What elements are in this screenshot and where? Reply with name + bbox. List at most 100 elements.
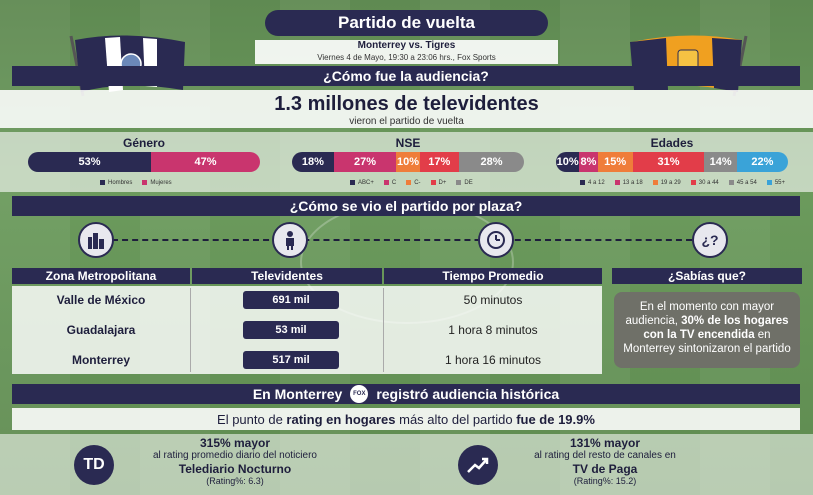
compare-panel xyxy=(0,434,813,495)
fox-logo: FOX xyxy=(350,385,369,403)
legend-swatch xyxy=(383,180,389,185)
nse-legend-item: DE xyxy=(456,180,473,186)
sabias-text-pre: En el momento con mayor audiencia, xyxy=(625,301,775,327)
edades-legend: 4 a 12 13 a 18 19 a 29 30 a 44 45 a 54 55+ xyxy=(580,180,785,186)
sabias-text-post: en Monterrey sintonizaron el partido xyxy=(623,329,791,355)
nse-segment: 17% xyxy=(419,152,459,172)
telediario-logo: TD xyxy=(74,445,114,485)
legend-swatch xyxy=(142,180,148,185)
edades-legend-item: 19 a 29 xyxy=(652,180,681,186)
audience-headline: 1.3 millones de televidentes xyxy=(274,93,539,115)
legend-swatch xyxy=(456,180,462,185)
col-head-tiempo: Tiempo Promedio xyxy=(384,268,602,284)
genero-bar: 53% 47% xyxy=(28,152,260,172)
row-viewers: 53 mil xyxy=(243,321,339,339)
compare-left-big: 315% mayor xyxy=(199,436,271,450)
rating-pre: El punto de xyxy=(217,411,287,427)
person-icon xyxy=(272,222,308,258)
col-head-televidentes: Televidentes xyxy=(192,268,382,284)
sabias-text-bold: 30% de los hogares con la TV encendida xyxy=(643,315,789,341)
audience-subline: vieron el partido de vuelta xyxy=(349,116,464,127)
city-icon xyxy=(78,222,114,258)
row-viewers: 517 mil xyxy=(243,351,339,369)
sabias-box: En el momento con mayor audiencia, 30% d… xyxy=(614,292,800,368)
plaza-banner: ¿Cómo se vio el partido por plaza? xyxy=(12,196,800,216)
row-city: Valle de México xyxy=(56,293,146,307)
nse-legend: ABC+ C C- D+ DE xyxy=(350,180,473,186)
compare-right-name: TV de Paga xyxy=(572,462,638,476)
legend-swatch xyxy=(614,180,620,185)
trend-up-icon xyxy=(458,445,498,485)
nse-title: NSE xyxy=(395,136,421,150)
audience-panel: 1.3 millones de televidentes vieron el p… xyxy=(0,90,813,128)
monterrey-banner-pre: En Monterrey xyxy=(252,386,343,402)
nse-legend-item: C- xyxy=(406,180,421,186)
page-title: Partido de vuelta xyxy=(265,10,548,36)
compare-left-name: Telediario Nocturno xyxy=(178,462,292,476)
icons-connector xyxy=(112,239,692,241)
clock-icon xyxy=(478,222,514,258)
genero-legend-item: Hombres xyxy=(100,180,132,186)
edades-segment: 15% xyxy=(597,152,633,172)
rating-mid: más alto del partido xyxy=(395,411,517,427)
column-divider xyxy=(190,288,191,372)
tigres-flag xyxy=(630,35,748,97)
legend-swatch xyxy=(690,180,696,185)
row-city: Guadalajara xyxy=(66,323,136,337)
monterrey-banner-post: registró audiencia histórica xyxy=(376,386,560,402)
row-time: 1 hora 16 minutos xyxy=(444,353,542,367)
genero-legend-item: Mujeres xyxy=(142,180,172,186)
legend-swatch xyxy=(652,180,658,185)
compare-left: 315% mayor al rating promedio diario del… xyxy=(130,436,340,487)
edades-segment: 8% xyxy=(579,152,598,172)
match-datetime: Viernes 4 de Mayo, 19:30 a 23:06 hrs., F… xyxy=(317,53,496,62)
match-title: Monterrey vs. Tigres xyxy=(357,40,456,51)
row-city: Monterrey xyxy=(71,353,130,367)
nse-segment: 10% xyxy=(396,152,420,172)
genero-segment: 47% xyxy=(150,152,260,172)
edades-legend-item: 4 a 12 xyxy=(580,180,605,186)
legend-swatch xyxy=(728,180,734,185)
edades-segment: 10% xyxy=(556,152,580,172)
nse-legend-item: D+ xyxy=(430,180,446,186)
monterrey-banner: En Monterrey FOX registró audiencia hist… xyxy=(12,384,800,404)
rating-bold1: rating en hogares xyxy=(286,411,396,427)
legend-swatch xyxy=(350,180,355,185)
header-info: Monterrey vs. Tigres Viernes 4 de Mayo, … xyxy=(255,40,558,64)
legend-swatch xyxy=(406,180,412,185)
nse-segment: 28% xyxy=(459,152,524,172)
edades-title: Edades xyxy=(650,136,694,150)
compare-right-big: 131% mayor xyxy=(569,436,641,450)
sabias-title: ¿Sabías que? xyxy=(612,268,802,284)
nse-segment: 18% xyxy=(292,152,334,172)
row-viewers: 691 mil xyxy=(243,291,339,309)
legend-swatch xyxy=(766,180,772,185)
audience-banner: ¿Cómo fue la audiencia? xyxy=(12,66,800,86)
nse-legend-item: C xyxy=(383,180,396,186)
genero-segment: 53% xyxy=(28,152,151,172)
compare-right: 131% mayor al rating del resto de canale… xyxy=(500,436,710,487)
genero-legend: Hombres Mujeres xyxy=(100,180,172,186)
edades-legend-item: 45 a 54 xyxy=(728,180,757,186)
nse-bar: 18% 27% 10% 17% 28% xyxy=(292,152,524,172)
edades-segment: 22% xyxy=(736,152,788,172)
compare-right-line: al rating del resto de canales en xyxy=(534,450,676,461)
row-time: 50 minutos xyxy=(463,293,523,307)
genero-title: Género xyxy=(122,136,165,150)
edades-bar: 10% 8% 15% 31% 14% 22% xyxy=(556,152,788,172)
rating-line: El punto de rating en hogares más alto d… xyxy=(12,408,800,430)
edades-segment: 31% xyxy=(632,152,705,172)
col-head-zona: Zona Metropolitana xyxy=(12,268,190,284)
nse-segment: 27% xyxy=(333,152,397,172)
edades-legend-item: 30 a 44 xyxy=(690,180,719,186)
legend-swatch xyxy=(430,180,436,185)
edades-legend-item: 13 a 18 xyxy=(614,180,643,186)
question-icon: ¿? xyxy=(692,222,728,258)
legend-swatch xyxy=(100,180,105,185)
edades-legend-item: 55+ xyxy=(766,180,785,186)
nse-legend-item: ABC+ xyxy=(350,180,374,186)
edades-segment: 14% xyxy=(704,152,737,172)
compare-left-line: al rating promedio diario del noticiero xyxy=(153,450,317,461)
legend-swatch xyxy=(580,180,585,185)
